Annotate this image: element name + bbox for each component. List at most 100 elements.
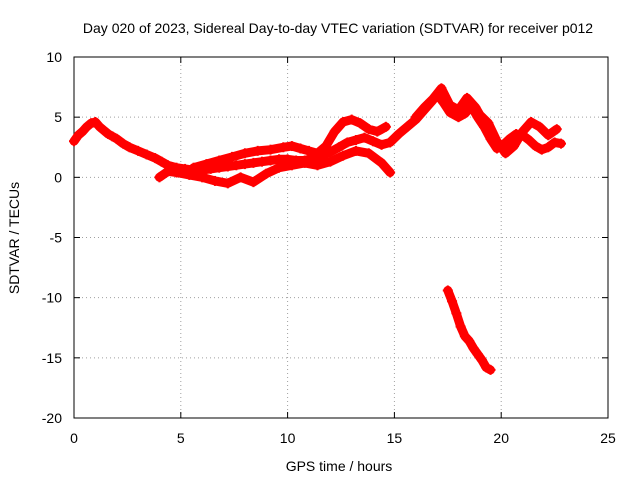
x-tick-label: 0 bbox=[70, 430, 78, 446]
data-point bbox=[325, 147, 336, 158]
data-point bbox=[372, 126, 383, 137]
y-tick-label: 5 bbox=[54, 109, 62, 125]
data-point bbox=[154, 172, 165, 183]
data-point bbox=[188, 162, 199, 173]
data-point bbox=[355, 118, 366, 129]
data-point bbox=[231, 160, 242, 171]
data-point bbox=[551, 124, 562, 135]
data-point bbox=[470, 102, 481, 113]
data-point bbox=[534, 121, 545, 132]
x-axis-label: GPS time / hours bbox=[286, 458, 393, 474]
data-point bbox=[444, 100, 455, 111]
data-point bbox=[274, 154, 285, 165]
data-point bbox=[321, 141, 332, 152]
data-point bbox=[350, 145, 361, 156]
data-point bbox=[312, 148, 323, 159]
data-point bbox=[459, 108, 470, 119]
data-point bbox=[265, 155, 276, 166]
data-point bbox=[286, 141, 297, 152]
data-point bbox=[162, 166, 173, 177]
data-point bbox=[556, 138, 567, 149]
data-point bbox=[363, 124, 374, 135]
data-point bbox=[402, 121, 413, 132]
chart-title: Day 020 of 2023, Sidereal Day-to-day VTE… bbox=[83, 20, 593, 36]
y-tick-label: -10 bbox=[42, 290, 62, 306]
data-point bbox=[338, 150, 349, 161]
data-point bbox=[491, 136, 502, 147]
data-point bbox=[342, 137, 353, 148]
y-tick-label: -15 bbox=[42, 350, 62, 366]
data-point bbox=[442, 285, 453, 296]
data-point bbox=[248, 177, 259, 188]
data-point bbox=[133, 145, 144, 156]
data-point bbox=[329, 126, 340, 137]
data-point bbox=[543, 130, 554, 141]
data-point bbox=[474, 109, 485, 120]
data-point bbox=[483, 118, 494, 129]
data-point bbox=[472, 349, 483, 360]
series-lower-arcs bbox=[154, 145, 396, 189]
data-point bbox=[419, 102, 430, 113]
data-point bbox=[500, 148, 511, 159]
data-point bbox=[385, 167, 396, 178]
data-point bbox=[530, 141, 541, 152]
data-point bbox=[265, 144, 276, 155]
data-point bbox=[256, 156, 267, 167]
data-point bbox=[141, 149, 152, 160]
data-point bbox=[184, 169, 195, 180]
data-point bbox=[209, 175, 220, 186]
y-axis-label: SDTVAR / TECUs bbox=[6, 182, 22, 294]
data-point bbox=[451, 308, 462, 319]
data-point bbox=[393, 129, 404, 140]
data-point bbox=[453, 104, 464, 115]
data-point bbox=[197, 172, 208, 183]
x-tick-label: 15 bbox=[387, 430, 403, 446]
x-tick-label: 10 bbox=[280, 430, 296, 446]
data-point bbox=[536, 144, 547, 155]
data-point bbox=[464, 335, 475, 346]
series-late-dense-band bbox=[410, 83, 562, 159]
data-point bbox=[509, 141, 520, 152]
data-point bbox=[376, 139, 387, 150]
data-point bbox=[235, 172, 246, 183]
data-point bbox=[118, 138, 129, 149]
data-point bbox=[312, 160, 323, 171]
data-point bbox=[156, 156, 167, 167]
data-point bbox=[239, 159, 250, 170]
data-point bbox=[523, 135, 534, 146]
x-tick-label: 5 bbox=[177, 430, 185, 446]
data-point bbox=[427, 94, 438, 105]
series-upper-arcs bbox=[188, 114, 391, 173]
data-point bbox=[325, 156, 336, 167]
grid-lines bbox=[74, 57, 608, 418]
data-series bbox=[69, 83, 567, 375]
data-point bbox=[333, 142, 344, 153]
y-tick-label: 10 bbox=[46, 49, 62, 65]
data-point bbox=[248, 157, 259, 168]
data-point bbox=[111, 133, 122, 144]
data-point bbox=[150, 153, 161, 164]
y-tick-label: -20 bbox=[42, 410, 62, 426]
data-point bbox=[376, 157, 387, 168]
data-point bbox=[303, 145, 314, 156]
data-point bbox=[261, 168, 272, 179]
data-point bbox=[171, 167, 182, 178]
data-point bbox=[286, 160, 297, 171]
data-point bbox=[346, 114, 357, 125]
data-point bbox=[274, 162, 285, 173]
data-point bbox=[338, 116, 349, 127]
data-point bbox=[476, 355, 487, 366]
x-tick-label: 25 bbox=[600, 430, 616, 446]
y-tick-label: -5 bbox=[50, 230, 63, 246]
data-point bbox=[214, 155, 225, 166]
axis-ticks: 0 5 10 15 20 25 -20 -15 -10 -5 0 5 10 bbox=[42, 49, 616, 446]
data-point bbox=[549, 137, 560, 148]
data-point bbox=[368, 136, 379, 147]
data-point bbox=[485, 364, 496, 375]
data-point bbox=[278, 142, 289, 153]
data-point bbox=[222, 161, 233, 172]
data-point bbox=[468, 343, 479, 354]
data-point bbox=[124, 142, 135, 153]
data-point bbox=[295, 143, 306, 154]
